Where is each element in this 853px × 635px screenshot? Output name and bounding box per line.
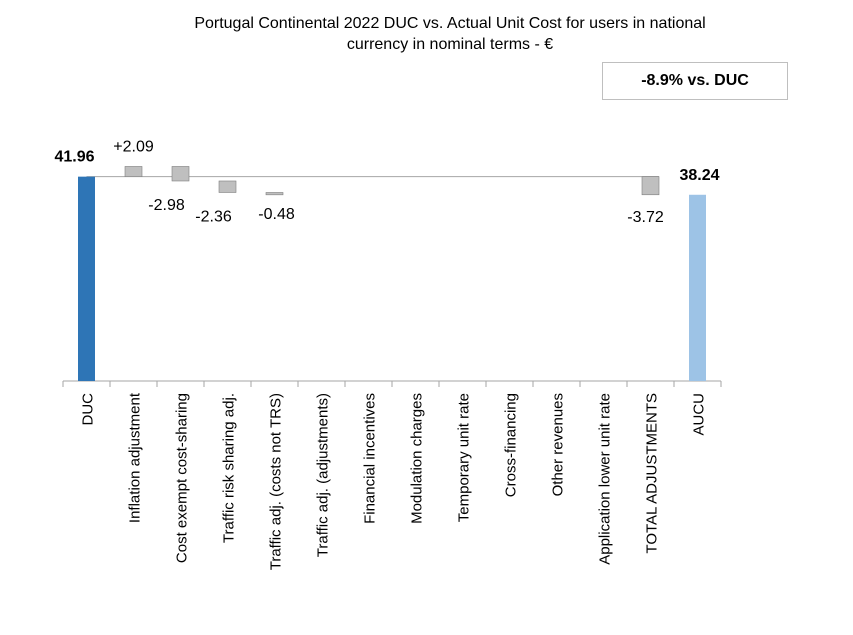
x-tick-label: DUC <box>80 393 97 426</box>
summary-box: -8.9% vs. DUC <box>602 62 788 100</box>
data-label: -2.98 <box>148 197 185 214</box>
x-tick-label: Traffic risk sharing adj. <box>221 393 238 543</box>
x-tick-label: Traffic adj. (costs not TRS) <box>268 393 285 570</box>
chart-title: Portugal Continental 2022 DUC vs. Actual… <box>110 13 790 55</box>
data-label: -0.48 <box>258 206 295 223</box>
x-tick-label: Inflation adjustment <box>127 392 144 523</box>
bar-delta <box>218 180 237 193</box>
chart-title-line-2: currency in nominal terms - € <box>346 36 554 53</box>
bar-delta <box>641 176 660 196</box>
bar-delta <box>124 166 143 177</box>
x-tick-label: Cost exempt cost-sharing <box>174 393 191 563</box>
x-tick-label: Application lower unit rate <box>597 393 614 565</box>
bar-delta <box>265 192 284 196</box>
bar-duc <box>78 176 95 381</box>
x-tick-label: TOTAL ADJUSTMENTS <box>644 393 661 554</box>
x-tick-label: Modulation charges <box>409 393 426 524</box>
x-tick-label: Traffic adj. (adjustments) <box>315 393 332 557</box>
bar-aucu <box>689 194 706 381</box>
data-label-duc: 41.96 <box>54 149 94 166</box>
x-tick-label: Other revenues <box>550 393 567 496</box>
chart-title-line-1: Portugal Continental 2022 DUC vs. Actual… <box>194 15 706 32</box>
x-tick-label: Financial incentives <box>362 393 379 524</box>
bar-delta <box>171 166 190 182</box>
data-label: -2.36 <box>195 208 232 225</box>
data-label-aucu: 38.24 <box>679 167 719 184</box>
x-tick-label: Cross-financing <box>503 393 520 497</box>
x-tick-label: AUCU <box>691 393 708 436</box>
x-tick-label: Temporary unit rate <box>456 393 473 522</box>
summary-box-text: -8.9% vs. DUC <box>641 72 749 89</box>
data-label: -3.72 <box>627 209 664 226</box>
data-label: +2.09 <box>113 138 154 155</box>
